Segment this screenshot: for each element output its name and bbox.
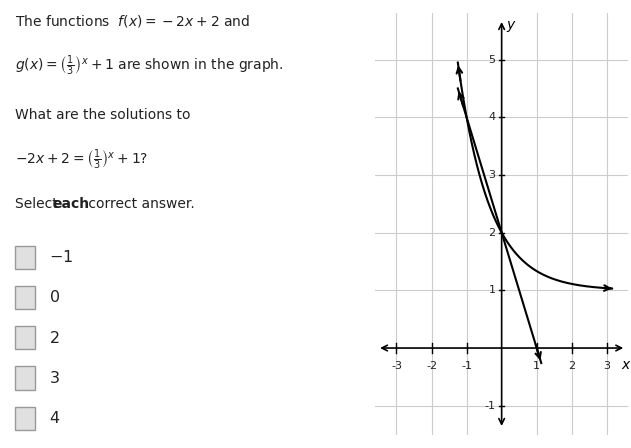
Text: 2: 2 bbox=[568, 361, 575, 370]
Text: 5: 5 bbox=[488, 55, 495, 65]
Text: -2: -2 bbox=[426, 361, 437, 370]
Text: 1: 1 bbox=[488, 285, 495, 295]
Text: Select: Select bbox=[15, 197, 62, 211]
FancyBboxPatch shape bbox=[15, 407, 35, 430]
Text: correct answer.: correct answer. bbox=[84, 197, 195, 211]
Text: each: each bbox=[52, 197, 90, 211]
Text: $-1$: $-1$ bbox=[49, 249, 73, 265]
Text: 1: 1 bbox=[533, 361, 540, 370]
FancyBboxPatch shape bbox=[15, 286, 35, 309]
Text: What are the solutions to: What are the solutions to bbox=[15, 108, 191, 121]
Text: 2: 2 bbox=[488, 228, 495, 237]
Text: $0$: $0$ bbox=[49, 289, 60, 306]
Text: $g(x) = \left(\frac{1}{3}\right)^x + 1$ are shown in the graph.: $g(x) = \left(\frac{1}{3}\right)^x + 1$ … bbox=[15, 54, 284, 78]
Text: 3: 3 bbox=[488, 170, 495, 180]
FancyBboxPatch shape bbox=[15, 326, 35, 349]
Text: $4$: $4$ bbox=[49, 410, 61, 426]
FancyBboxPatch shape bbox=[15, 246, 35, 269]
Text: $y$: $y$ bbox=[506, 19, 517, 34]
Text: -3: -3 bbox=[391, 361, 402, 370]
Text: -1: -1 bbox=[485, 401, 495, 411]
FancyBboxPatch shape bbox=[15, 366, 35, 390]
Text: 3: 3 bbox=[603, 361, 610, 370]
Text: -1: -1 bbox=[461, 361, 472, 370]
Text: $-2x + 2 = \left(\frac{1}{3}\right)^x + 1$?: $-2x + 2 = \left(\frac{1}{3}\right)^x + … bbox=[15, 148, 148, 172]
Text: $2$: $2$ bbox=[49, 330, 60, 346]
Text: The functions  $f(x) = -2x + 2$ and: The functions $f(x) = -2x + 2$ and bbox=[15, 13, 251, 30]
Text: $x$: $x$ bbox=[621, 358, 631, 372]
Text: $3$: $3$ bbox=[49, 370, 60, 386]
Text: 4: 4 bbox=[488, 112, 495, 122]
